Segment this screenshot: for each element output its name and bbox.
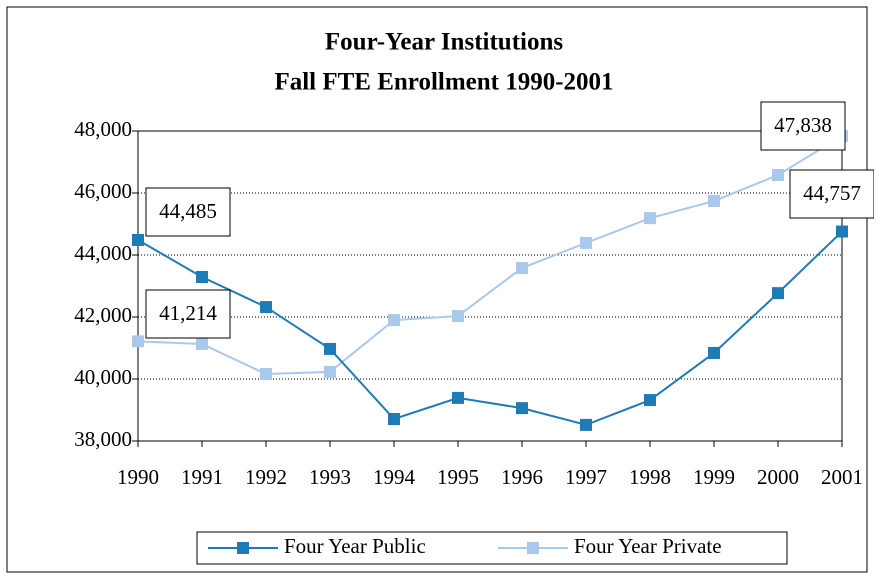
- point: [132, 335, 144, 348]
- data-label-box: [760, 101, 846, 151]
- point: [196, 337, 208, 350]
- data-label: 47,838: [774, 113, 832, 137]
- point: [772, 287, 784, 300]
- point: [196, 271, 208, 284]
- legend-marker: [237, 542, 249, 554]
- point: [644, 212, 656, 225]
- point: [772, 169, 784, 182]
- point: [708, 346, 720, 359]
- legend: [196, 531, 788, 565]
- point: [324, 342, 336, 355]
- data-label: 44,757: [803, 181, 861, 205]
- y-tick-label: 44,000: [74, 241, 132, 265]
- x-tick-label: 1993: [309, 465, 351, 489]
- x-tick-label: 1996: [501, 465, 543, 489]
- x-tick-label: 2000: [757, 465, 799, 489]
- x-tick-label: 1991: [181, 465, 223, 489]
- point: [260, 301, 272, 314]
- legend-label: Four Year Private: [574, 534, 722, 558]
- data-label: 41,214: [159, 301, 217, 325]
- point: [388, 412, 400, 425]
- point: [580, 236, 592, 249]
- point: [644, 394, 656, 407]
- point: [516, 262, 528, 275]
- series-line: [137, 135, 843, 376]
- point: [260, 368, 272, 381]
- data-label-box: [145, 289, 231, 339]
- point: [580, 418, 592, 431]
- point: [836, 225, 848, 238]
- y-tick-label: 40,000: [74, 365, 132, 389]
- y-tick-label: 42,000: [74, 303, 132, 327]
- chart-title: Four-Year Institutions: [325, 29, 563, 56]
- chart-subtitle: Fall FTE Enrollment 1990-2001: [274, 69, 613, 96]
- point: [388, 314, 400, 327]
- y-tick-label: 46,000: [74, 179, 132, 203]
- x-tick-label: 1995: [437, 465, 479, 489]
- data-label-box: [789, 169, 874, 219]
- plot-area: [137, 130, 843, 442]
- y-tick-label: 38,000: [74, 427, 132, 451]
- x-tick-label: 2001: [821, 465, 863, 489]
- x-tick-label: 1998: [629, 465, 671, 489]
- data-label: 44,485: [159, 199, 217, 223]
- x-tick-label: 1997: [565, 465, 607, 489]
- point: [324, 365, 336, 378]
- series-line: [137, 230, 843, 426]
- y-tick-label: 48,000: [74, 117, 132, 141]
- point: [132, 233, 144, 246]
- legend-marker: [527, 542, 539, 554]
- data-label-box: [145, 187, 231, 237]
- point: [452, 391, 464, 404]
- x-tick-label: 1994: [373, 465, 416, 489]
- x-tick-label: 1999: [693, 465, 735, 489]
- x-tick-label: 1992: [245, 465, 287, 489]
- point: [708, 195, 720, 208]
- legend-label: Four Year Public: [284, 534, 426, 558]
- x-tick-label: 1990: [117, 465, 159, 489]
- point: [516, 402, 528, 415]
- point: [452, 310, 464, 323]
